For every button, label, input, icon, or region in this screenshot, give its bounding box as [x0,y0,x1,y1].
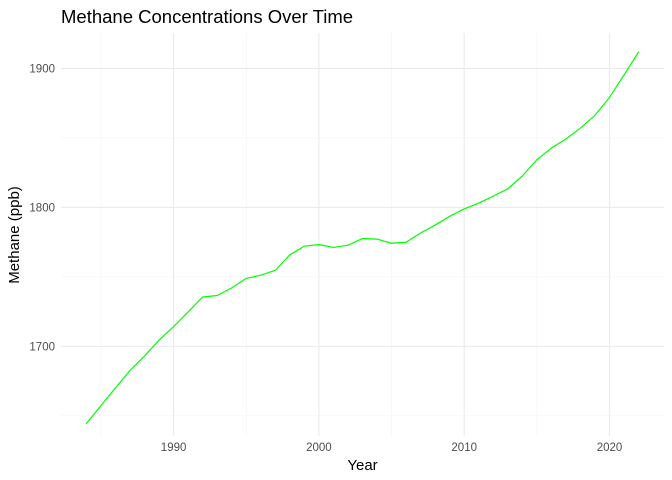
x-axis-title: Year [347,457,377,474]
x-tick-label: 2010 [451,442,477,454]
y-tick-label: 1800 [29,202,55,214]
plot-series [85,51,640,425]
methane-series-line [85,51,640,425]
x-tick-label: 2000 [306,442,332,454]
x-tick-label: 1990 [161,442,187,454]
y-tick-label: 1700 [29,341,55,353]
y-tick-label: 1900 [29,63,55,75]
x-tick-label: 2020 [597,442,623,454]
plot-grid [61,33,664,436]
x-axis-ticks: 1990 2000 2010 2020 [161,442,622,454]
y-axis-ticks: 1700 1800 1900 [29,63,55,353]
y-axis-title: Methane (ppb) [6,186,23,284]
chart-title: Methane Concentrations Over Time [61,6,353,27]
